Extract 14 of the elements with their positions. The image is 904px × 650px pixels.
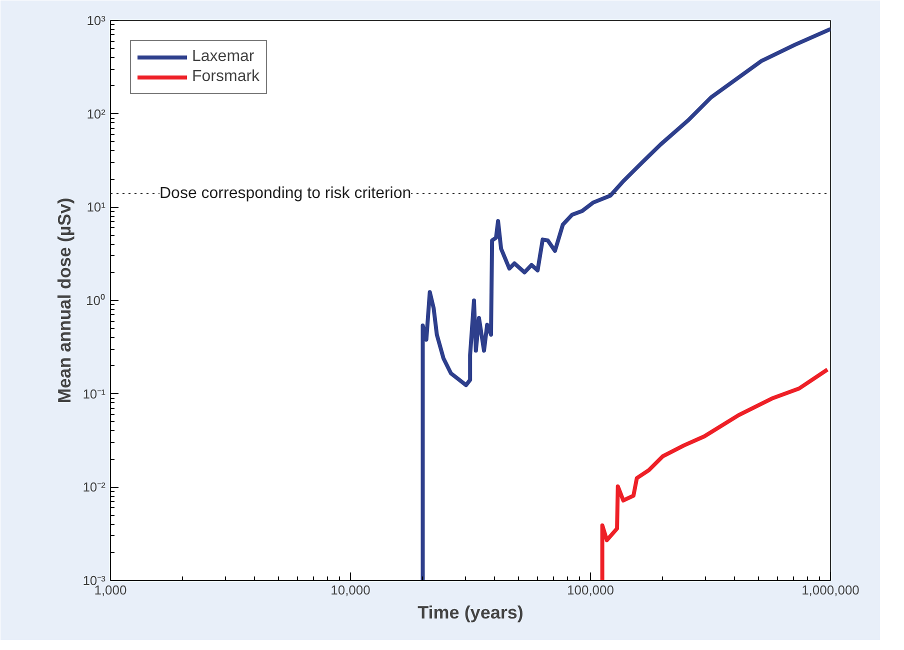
x-tick-label: 100,000 [567, 582, 614, 598]
y-tick-label: 10⁻¹ [82, 386, 106, 402]
x-tick-label: 10,000 [330, 582, 370, 598]
y-tick-label: 10³ [86, 13, 106, 28]
x-tick-label: 1,000,000 [802, 582, 860, 598]
y-tick-label: 10¹ [86, 200, 106, 215]
legend-label: Forsmark [192, 68, 260, 86]
y-tick-label: 10⁰ [86, 293, 106, 308]
legend-label: Laxemar [192, 48, 254, 66]
y-tick-label: 10⁻² [82, 480, 106, 495]
ref-line-label: Dose corresponding to risk criterion [159, 185, 412, 202]
y-tick-label: 10² [86, 106, 106, 122]
y-axis-title: Mean annual dose (µSv) [54, 198, 75, 404]
x-axis-title: Time (years) [418, 602, 524, 622]
